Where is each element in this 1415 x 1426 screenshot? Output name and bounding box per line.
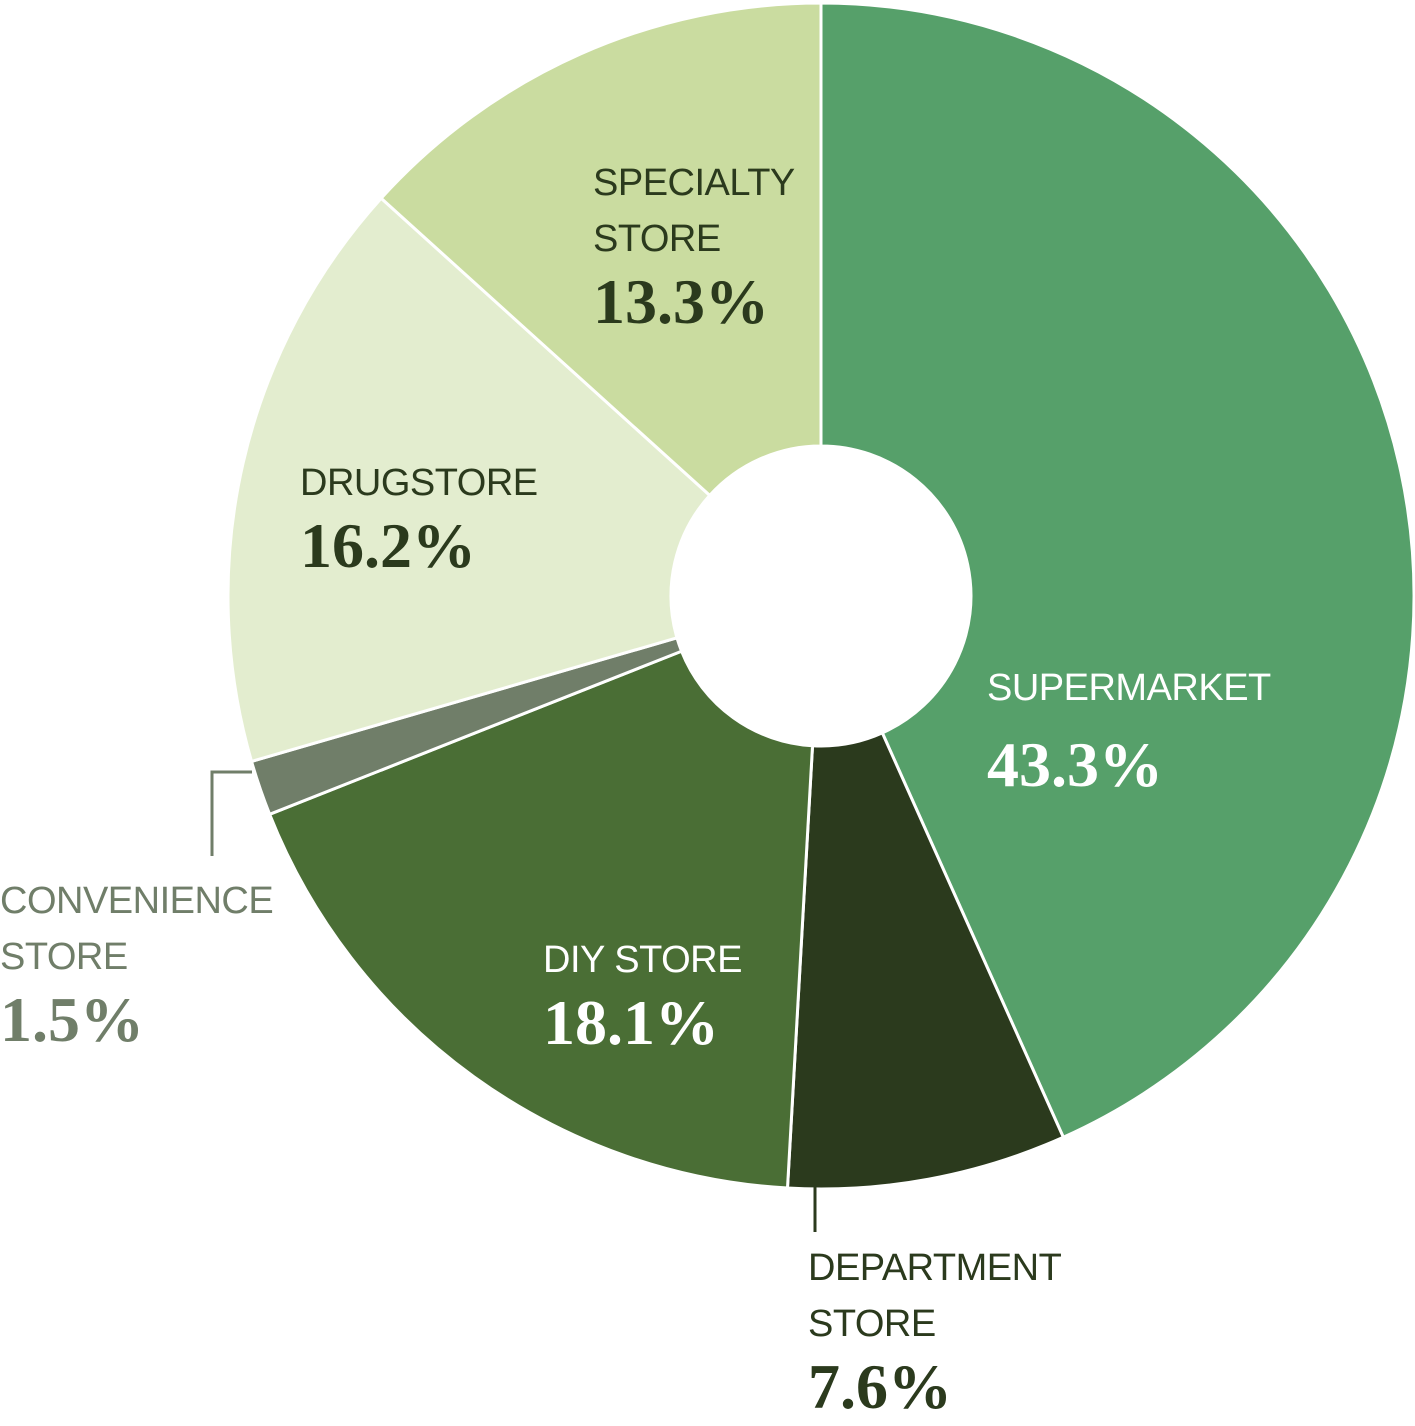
slice-label: CONVENIENCE STORE 1.5%	[0, 873, 300, 1055]
slice-label: DIY STORE 18.1%	[543, 932, 803, 1058]
value-label: 1.5%	[0, 984, 144, 1055]
slice-label: SUPERMARKET 43.3%	[987, 660, 1317, 800]
value-label: 13.3%	[593, 266, 769, 337]
slice-label: SPECIALTY STORE 13.3%	[593, 155, 803, 337]
value-label: 16.2%	[300, 510, 476, 581]
slice	[267, 649, 815, 1190]
category-label: CONVENIENCE STORE	[0, 880, 274, 978]
category-label: DRUGSTORE	[300, 462, 538, 504]
category-label: DEPARTMENT STORE	[808, 1247, 1061, 1345]
category-label: SPECIALTY STORE	[593, 162, 795, 260]
value-label: 43.3%	[987, 729, 1163, 800]
category-label: DIY STORE	[543, 939, 742, 981]
slice-label: DRUGSTORE 16.2%	[300, 455, 600, 581]
slice-label: DEPARTMENT STORE 7.6%	[808, 1240, 1108, 1422]
category-label: SUPERMARKET	[987, 667, 1271, 709]
slice	[379, 1, 823, 498]
slice	[226, 196, 712, 764]
value-label: 18.1%	[543, 987, 719, 1058]
slice	[819, 1, 1415, 1140]
leader-line	[210, 770, 252, 856]
slice	[785, 730, 1066, 1191]
value-label: 7.6%	[808, 1351, 952, 1422]
